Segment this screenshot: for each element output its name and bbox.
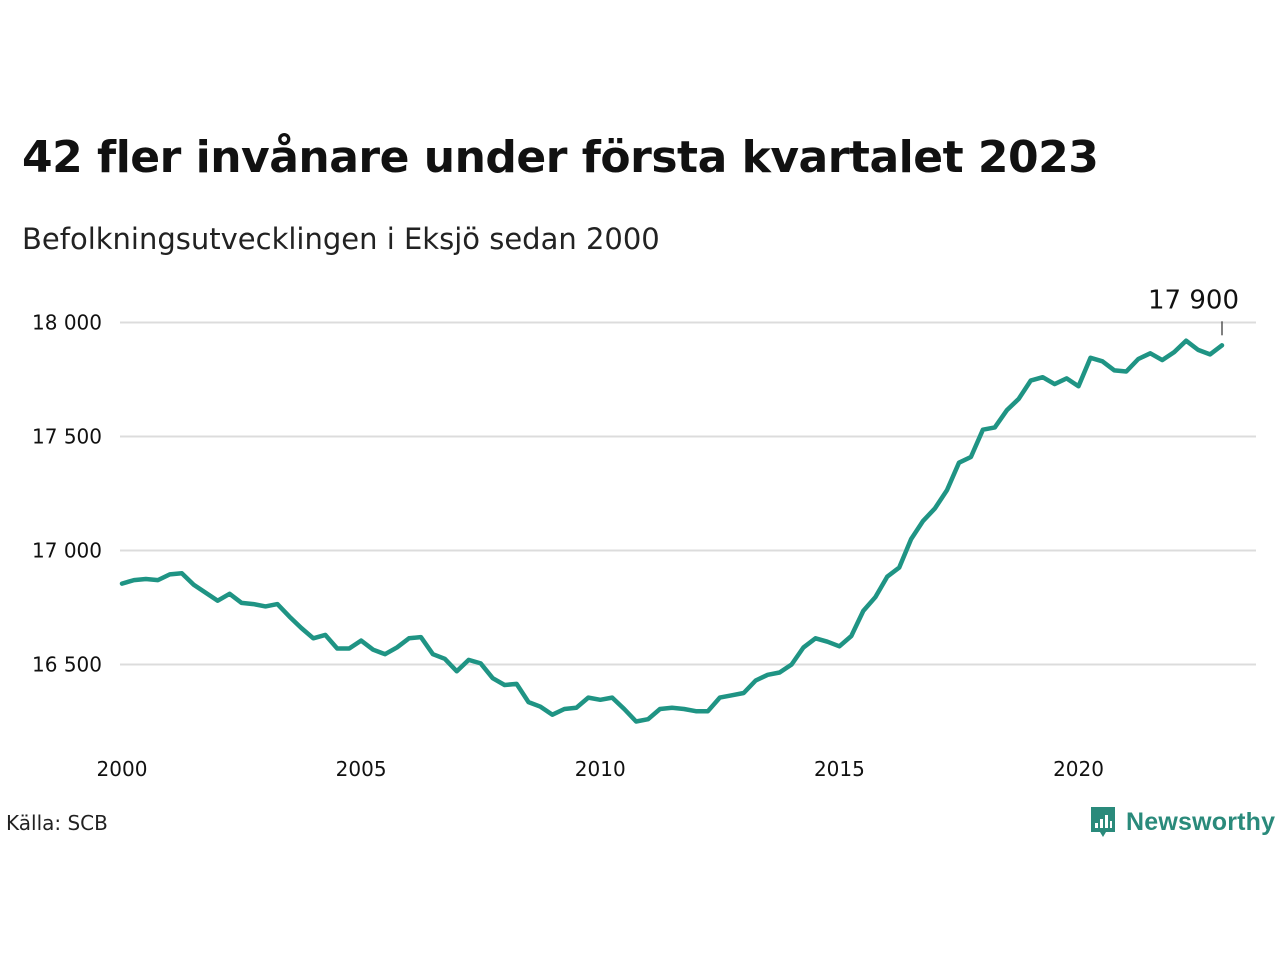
line-chart: 16 500 17 000 17 500 18 000 2000 2005 2010 201… bbox=[32, 285, 1256, 781]
x-tick-label: 2005 bbox=[336, 757, 387, 781]
y-tick-label: 16 500 bbox=[32, 653, 102, 677]
x-tick-label: 2010 bbox=[575, 757, 626, 781]
newsworthy-logo-icon bbox=[1091, 807, 1115, 837]
annotation-label: 17 900 bbox=[1148, 285, 1239, 315]
x-tick-label: 2020 bbox=[1053, 757, 1104, 781]
source-note: Källa: SCB bbox=[6, 811, 108, 835]
y-tick-label: 18 000 bbox=[32, 311, 102, 335]
chart-subtitle: Befolkningsutvecklingen i Eksjö sedan 20… bbox=[22, 222, 660, 256]
x-axis-tick-labels: 2000 2005 2010 2015 2020 bbox=[97, 757, 1104, 781]
x-tick-label: 2000 bbox=[97, 757, 148, 781]
gridlines bbox=[120, 321, 1256, 666]
chart-title: 42 fler invånare under första kvartalet … bbox=[22, 132, 1099, 183]
brand-name: Newsworthy bbox=[1126, 807, 1276, 836]
annotation-layer: 17 900 bbox=[1148, 285, 1239, 336]
x-tick-label: 2015 bbox=[814, 757, 865, 781]
y-axis-tick-labels: 16 500 17 000 17 500 18 000 bbox=[32, 311, 102, 677]
newsworthy-brand[interactable]: Newsworthy bbox=[1088, 804, 1275, 840]
y-tick-label: 17 000 bbox=[32, 539, 102, 563]
series-line bbox=[119, 338, 1225, 724]
series-layer bbox=[119, 338, 1225, 724]
y-tick-label: 17 500 bbox=[32, 425, 102, 449]
